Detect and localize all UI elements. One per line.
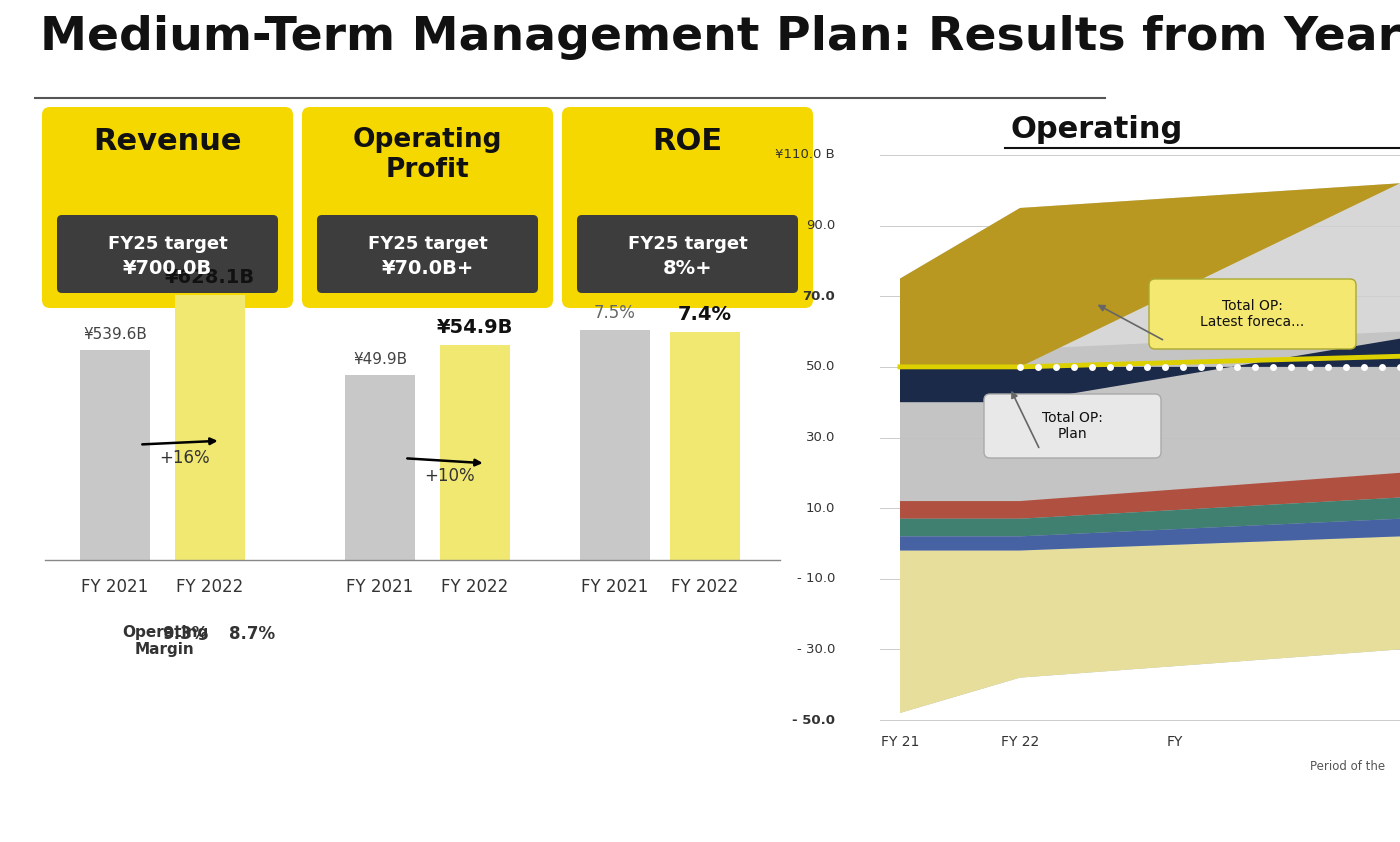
Text: ¥539.6B: ¥539.6B bbox=[83, 327, 147, 342]
Polygon shape bbox=[900, 519, 1400, 551]
Text: FY 2022: FY 2022 bbox=[672, 578, 739, 596]
Text: ¥49.9B: ¥49.9B bbox=[353, 352, 407, 367]
Text: - 10.0: - 10.0 bbox=[797, 573, 834, 585]
FancyBboxPatch shape bbox=[42, 107, 293, 308]
Text: FY 2022: FY 2022 bbox=[441, 578, 508, 596]
Text: - 50.0: - 50.0 bbox=[792, 713, 834, 727]
Bar bbox=[344, 375, 414, 560]
Text: FY 2021: FY 2021 bbox=[81, 578, 148, 596]
Text: Total OP:
Plan: Total OP: Plan bbox=[1042, 411, 1103, 441]
Text: FY25 target: FY25 target bbox=[368, 235, 487, 253]
Text: +10%: +10% bbox=[424, 466, 476, 485]
Polygon shape bbox=[900, 498, 1400, 536]
Bar bbox=[440, 345, 510, 560]
Text: ¥700.0B: ¥700.0B bbox=[123, 259, 213, 279]
Text: Medium-Term Management Plan: Results from Year 1: Medium-Term Management Plan: Results fro… bbox=[41, 15, 1400, 60]
Text: 9.3%: 9.3% bbox=[162, 625, 209, 643]
Text: FY25 target: FY25 target bbox=[108, 235, 227, 253]
Text: Operating
Margin: Operating Margin bbox=[122, 625, 209, 658]
FancyBboxPatch shape bbox=[1149, 279, 1357, 349]
Text: Operating
Profit: Operating Profit bbox=[353, 127, 503, 183]
Text: FY 2021: FY 2021 bbox=[346, 578, 413, 596]
Text: Period of the: Period of the bbox=[1310, 760, 1385, 773]
Text: ¥54.9B: ¥54.9B bbox=[437, 318, 514, 337]
Polygon shape bbox=[900, 184, 1400, 713]
Text: - 30.0: - 30.0 bbox=[797, 643, 834, 656]
Bar bbox=[80, 350, 150, 560]
Text: 8.7%: 8.7% bbox=[230, 625, 274, 643]
FancyBboxPatch shape bbox=[302, 107, 553, 308]
Text: Revenue: Revenue bbox=[94, 127, 242, 156]
Text: ROE: ROE bbox=[652, 127, 722, 156]
Polygon shape bbox=[900, 184, 1400, 367]
Text: 30.0: 30.0 bbox=[805, 431, 834, 444]
Text: Total OP:
Latest foreca...: Total OP: Latest foreca... bbox=[1200, 299, 1305, 329]
FancyBboxPatch shape bbox=[561, 107, 813, 308]
Text: 7.4%: 7.4% bbox=[678, 305, 732, 324]
FancyBboxPatch shape bbox=[57, 215, 279, 293]
FancyBboxPatch shape bbox=[984, 394, 1161, 458]
FancyBboxPatch shape bbox=[577, 215, 798, 293]
Bar bbox=[580, 330, 650, 560]
Text: 50.0: 50.0 bbox=[805, 360, 834, 373]
Polygon shape bbox=[900, 332, 1400, 713]
Text: ¥110.0 B: ¥110.0 B bbox=[776, 148, 834, 162]
Text: FY25 target: FY25 target bbox=[627, 235, 748, 253]
Text: 90.0: 90.0 bbox=[806, 219, 834, 232]
Text: ¥628.1B: ¥628.1B bbox=[165, 268, 255, 287]
Polygon shape bbox=[900, 338, 1400, 402]
Polygon shape bbox=[900, 536, 1400, 713]
Bar bbox=[175, 295, 245, 560]
Text: +16%: +16% bbox=[160, 449, 210, 466]
Text: 7.5%: 7.5% bbox=[594, 304, 636, 322]
Text: 10.0: 10.0 bbox=[805, 502, 834, 514]
Text: FY 21: FY 21 bbox=[881, 735, 920, 749]
Bar bbox=[671, 332, 741, 560]
FancyBboxPatch shape bbox=[316, 215, 538, 293]
Text: FY 2022: FY 2022 bbox=[176, 578, 244, 596]
Polygon shape bbox=[900, 473, 1400, 519]
Text: FY 2021: FY 2021 bbox=[581, 578, 648, 596]
Text: Operating: Operating bbox=[1009, 115, 1182, 144]
Text: FY 22: FY 22 bbox=[1001, 735, 1039, 749]
Text: 8%+: 8%+ bbox=[662, 259, 713, 279]
Text: 70.0: 70.0 bbox=[802, 290, 834, 303]
Text: FY: FY bbox=[1166, 735, 1183, 749]
Text: ¥70.0B+: ¥70.0B+ bbox=[381, 259, 473, 279]
